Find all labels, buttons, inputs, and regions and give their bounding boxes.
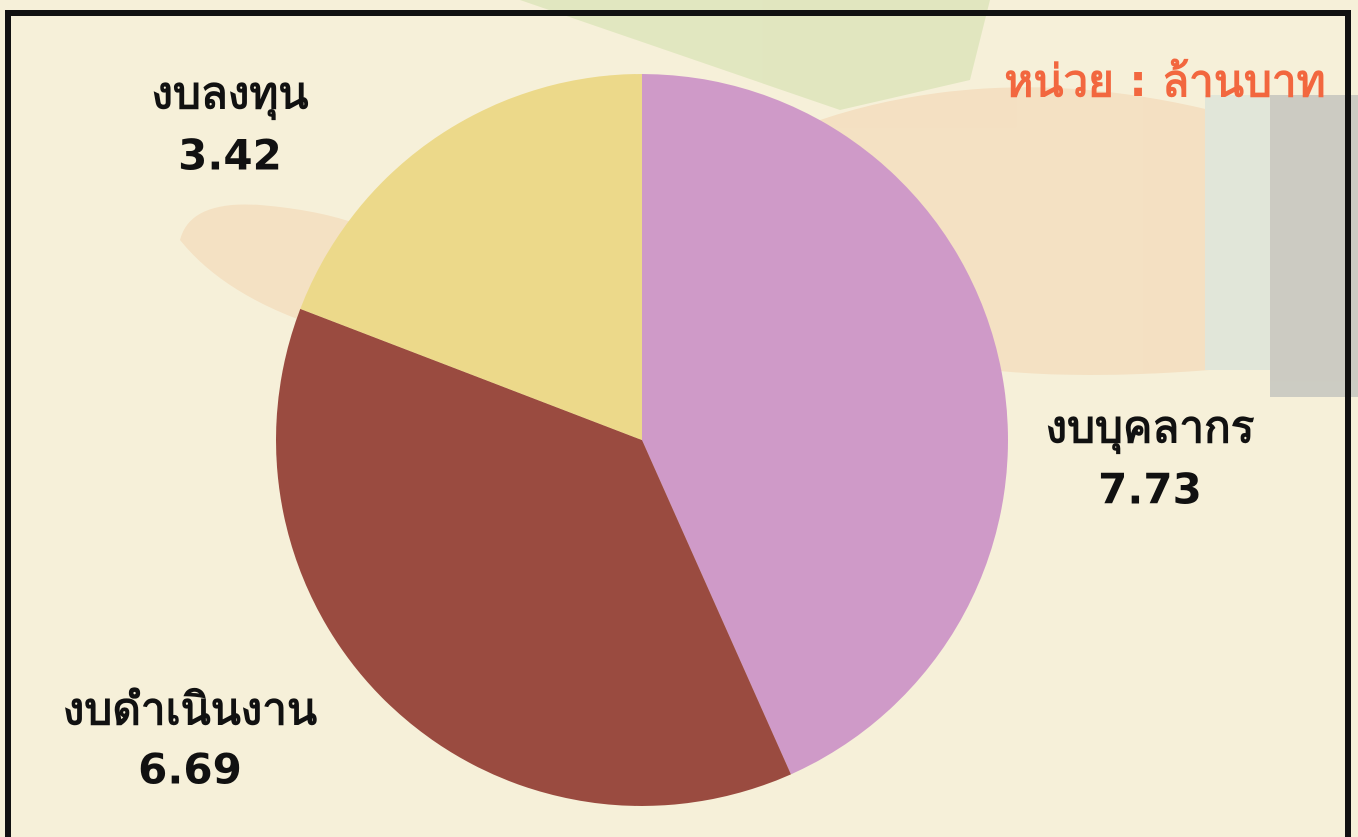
pie-slice bbox=[276, 308, 791, 806]
decoration bbox=[180, 0, 1358, 397]
pie-slice bbox=[642, 74, 1008, 775]
slice-label: งบลงทุน bbox=[152, 68, 309, 121]
slice-value: 3.42 bbox=[178, 131, 282, 180]
frame bbox=[5, 10, 1351, 837]
slice-value: 7.73 bbox=[1098, 465, 1202, 514]
slice-label: งบบุคลากร bbox=[1046, 402, 1255, 455]
pie bbox=[276, 74, 1008, 806]
unit-annotation: หน่วย : ล้านบาท bbox=[1004, 56, 1325, 107]
slice-value: 6.69 bbox=[138, 745, 242, 794]
banknote-shape bbox=[520, 0, 990, 110]
hand-shape bbox=[820, 87, 1210, 375]
side-panel bbox=[1270, 95, 1358, 397]
slice-label: งบดำเนินงาน bbox=[63, 684, 317, 735]
pie-slice bbox=[300, 74, 642, 440]
